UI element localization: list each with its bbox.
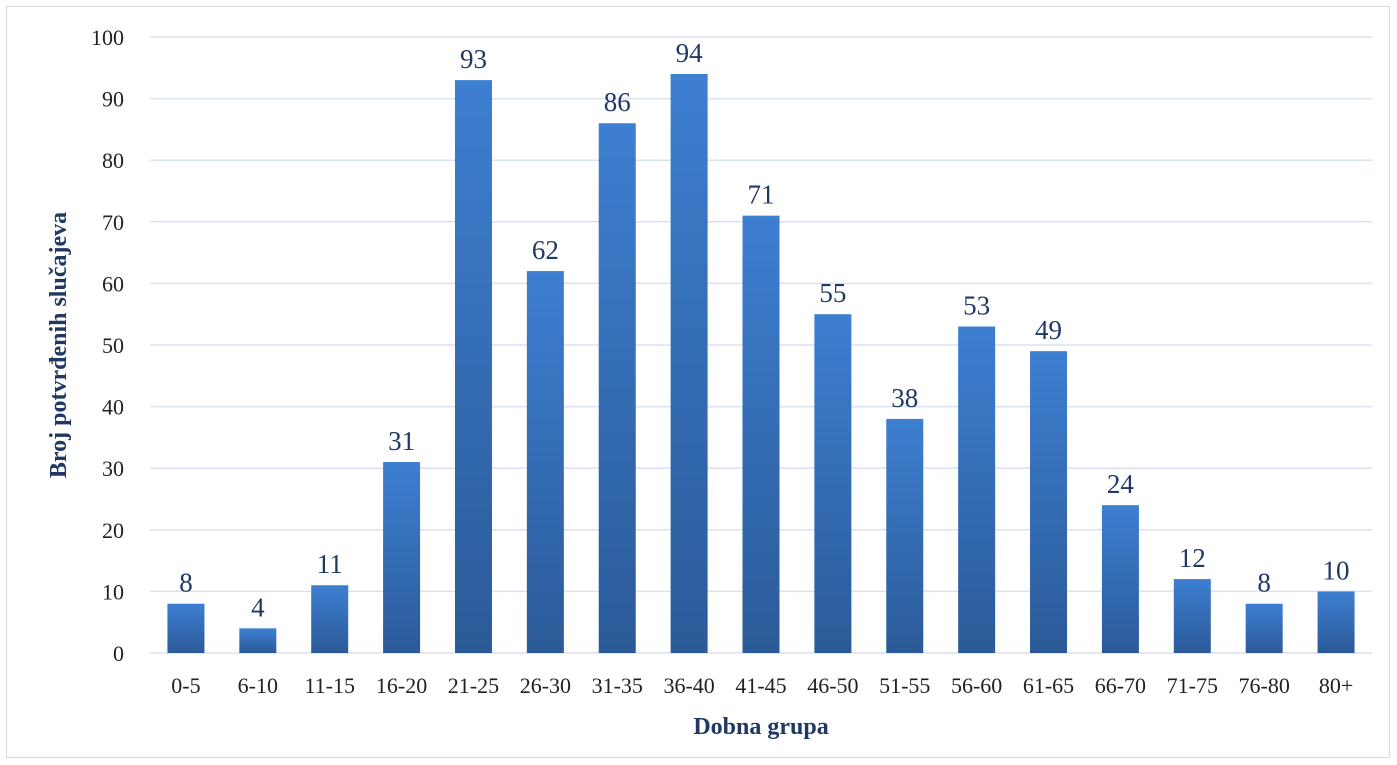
bar bbox=[814, 314, 852, 653]
bar bbox=[1317, 591, 1355, 653]
y-tick-label: 80 bbox=[102, 148, 124, 173]
x-tick-label: 31-35 bbox=[592, 673, 643, 698]
y-tick-labels: 0 10 20 30 40 50 60 70 80 90 100 bbox=[91, 25, 124, 666]
data-label: 62 bbox=[532, 235, 559, 265]
x-tick-label: 56-60 bbox=[951, 673, 1002, 698]
x-tick-label: 66-70 bbox=[1095, 673, 1146, 698]
data-label: 8 bbox=[1257, 568, 1271, 598]
data-label: 53 bbox=[963, 291, 990, 321]
data-label: 93 bbox=[460, 44, 487, 74]
data-label: 12 bbox=[1179, 543, 1206, 573]
data-label: 86 bbox=[604, 87, 631, 117]
x-tick-label: 26-30 bbox=[520, 673, 571, 698]
data-label: 38 bbox=[891, 383, 918, 413]
y-tick-label: 40 bbox=[102, 395, 124, 420]
x-tick-labels: 0-5 6-10 11-15 16-20 21-25 26-30 31-35 36-40 41-… bbox=[171, 673, 1353, 698]
y-tick-label: 0 bbox=[113, 641, 124, 666]
data-label: 24 bbox=[1107, 469, 1135, 499]
bar bbox=[886, 418, 924, 653]
x-tick-label: 41-45 bbox=[735, 673, 786, 698]
bar bbox=[167, 603, 205, 653]
x-tick-label: 80+ bbox=[1319, 673, 1353, 698]
data-label: 8 bbox=[179, 568, 193, 598]
data-label: 55 bbox=[819, 278, 846, 308]
bar bbox=[598, 123, 636, 654]
bar bbox=[383, 462, 421, 653]
x-tick-label: 76-80 bbox=[1239, 673, 1290, 698]
y-tick-label: 60 bbox=[102, 271, 124, 296]
data-label: 4 bbox=[251, 592, 265, 622]
x-tick-label: 0-5 bbox=[171, 673, 200, 698]
y-tick-label: 70 bbox=[102, 210, 124, 235]
x-tick-label: 61-65 bbox=[1023, 673, 1074, 698]
y-tick-label: 10 bbox=[102, 579, 124, 604]
bar bbox=[526, 271, 564, 653]
bar bbox=[958, 326, 996, 653]
y-tick-label: 90 bbox=[102, 87, 124, 112]
x-tick-label: 46-50 bbox=[807, 673, 858, 698]
x-tick-label: 6-10 bbox=[238, 673, 278, 698]
x-tick-label: 71-75 bbox=[1167, 673, 1218, 698]
y-axis-title: Broj potvrđenih slučajeva bbox=[46, 212, 72, 478]
data-labels: 8 4 11 31 93 62 86 94 71 55 38 53 49 24 12 8 10 bbox=[179, 38, 1349, 622]
bar bbox=[454, 80, 492, 654]
x-tick-label: 11-15 bbox=[304, 673, 355, 698]
x-tick-label: 16-20 bbox=[376, 673, 427, 698]
y-tick-label: 50 bbox=[102, 333, 124, 358]
bar bbox=[1245, 603, 1283, 653]
bar bbox=[670, 73, 708, 653]
bar bbox=[239, 628, 277, 653]
bar bbox=[1101, 505, 1139, 653]
x-tick-label: 21-25 bbox=[448, 673, 499, 698]
bar bbox=[1030, 351, 1068, 653]
x-tick-label: 51-55 bbox=[879, 673, 930, 698]
bar bbox=[311, 585, 349, 653]
data-label: 49 bbox=[1035, 315, 1062, 345]
y-tick-label: 30 bbox=[102, 456, 124, 481]
bars bbox=[167, 73, 1355, 654]
data-label: 11 bbox=[317, 549, 343, 579]
bar bbox=[742, 215, 780, 653]
bar bbox=[1173, 579, 1211, 653]
x-axis-title: Dobna grupa bbox=[693, 714, 828, 740]
data-label: 94 bbox=[676, 38, 704, 68]
y-tick-label: 20 bbox=[102, 518, 124, 543]
data-label: 71 bbox=[748, 180, 775, 210]
y-tick-label: 100 bbox=[91, 25, 124, 50]
x-tick-label: 36-40 bbox=[663, 673, 714, 698]
data-label: 31 bbox=[388, 426, 415, 456]
data-label: 10 bbox=[1323, 555, 1350, 585]
gridlines bbox=[150, 36, 1372, 654]
